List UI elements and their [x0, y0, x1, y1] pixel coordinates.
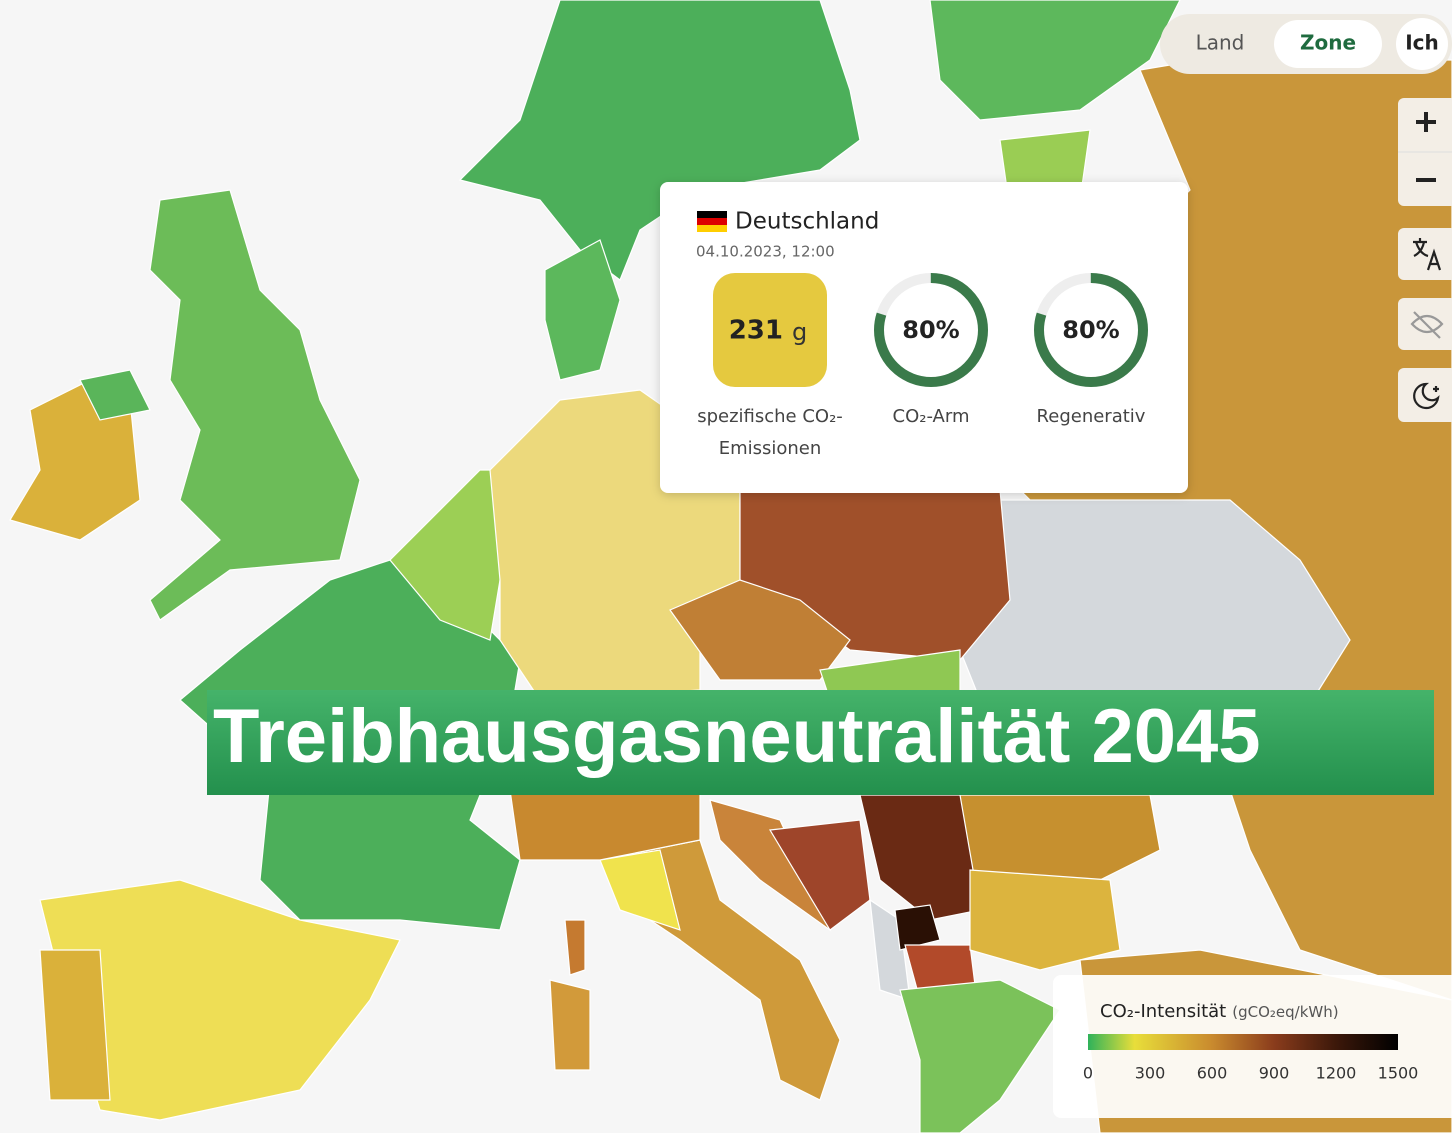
language-icon [1413, 238, 1442, 271]
legend-ticks: 0 300 600 900 1200 1500 [1083, 1064, 1418, 1083]
zone[interactable] [669, 579, 851, 681]
flag [697, 211, 727, 218]
zone[interactable] [859, 794, 981, 921]
zone[interactable] [544, 239, 621, 381]
intensity-value: 231 [729, 316, 783, 346]
visibility-icon [1410, 311, 1444, 339]
legend-tick-label: 300 [1135, 1064, 1166, 1083]
tooltip-card [660, 182, 1188, 493]
ring [1034, 273, 1148, 387]
toggle-active[interactable] [1274, 20, 1382, 68]
zone[interactable] [599, 849, 681, 931]
intensity-unit: g [792, 318, 807, 346]
toggle-option[interactable]: Ich [1405, 31, 1439, 55]
banner [207, 690, 1434, 795]
ring [874, 273, 988, 387]
legend-tick-label: 600 [1197, 1064, 1228, 1083]
theme-button[interactable] [1398, 368, 1452, 422]
flag [697, 218, 727, 225]
zone[interactable] [899, 979, 1061, 1133]
legend-unit: (gCO₂eq/kWh) [1232, 1003, 1338, 1021]
ring-label: 80% [1062, 316, 1119, 344]
metric-label: spezifische CO₂- [697, 406, 843, 427]
toggle-option[interactable]: Zone [1300, 31, 1356, 55]
datetime: 04.10.2023, 12:00 [696, 243, 835, 261]
zone[interactable] [79, 369, 151, 421]
metric-label: Emissionen [719, 438, 822, 459]
metric-label: Regenerativ [1037, 406, 1146, 427]
map[interactable] [9, 0, 1452, 1133]
zone[interactable] [39, 949, 111, 1101]
ring-label: 80% [902, 316, 959, 344]
banner-text: Treibhausgasneutralität 2045 [213, 694, 1261, 779]
legend-title: CO₂-Intensität (gCO₂eq/kWh) [1100, 1001, 1339, 1022]
zone[interactable] [564, 919, 586, 976]
toggle-option-bg[interactable] [1396, 18, 1448, 70]
zone[interactable] [549, 979, 591, 1071]
tooltip: Deutschland 04.10.2023, 12:00 231 g spez… [660, 182, 1188, 493]
toggle-option[interactable]: Land [1196, 31, 1245, 55]
zone[interactable] [458, 0, 861, 281]
zone-name: Deutschland [735, 209, 879, 235]
zoom-in[interactable] [1416, 112, 1436, 132]
zone[interactable] [969, 869, 1121, 971]
legend-title: CO₂-Intensität [1100, 1001, 1226, 1022]
flag [697, 225, 727, 232]
legend-tick-label: 1200 [1316, 1064, 1357, 1083]
legend-scale [1088, 1034, 1398, 1050]
intensity-box [713, 273, 827, 387]
metric-label: CO₂-Arm [893, 406, 970, 427]
legend-tick-label: 900 [1259, 1064, 1290, 1083]
zone[interactable] [709, 799, 832, 932]
theme-icon [1413, 382, 1440, 410]
zone[interactable] [894, 904, 941, 951]
zone[interactable] [929, 0, 1181, 121]
legend-tick-label: 0 [1083, 1064, 1093, 1083]
legend-tick-label: 1500 [1378, 1064, 1419, 1083]
zone[interactable] [149, 189, 361, 621]
